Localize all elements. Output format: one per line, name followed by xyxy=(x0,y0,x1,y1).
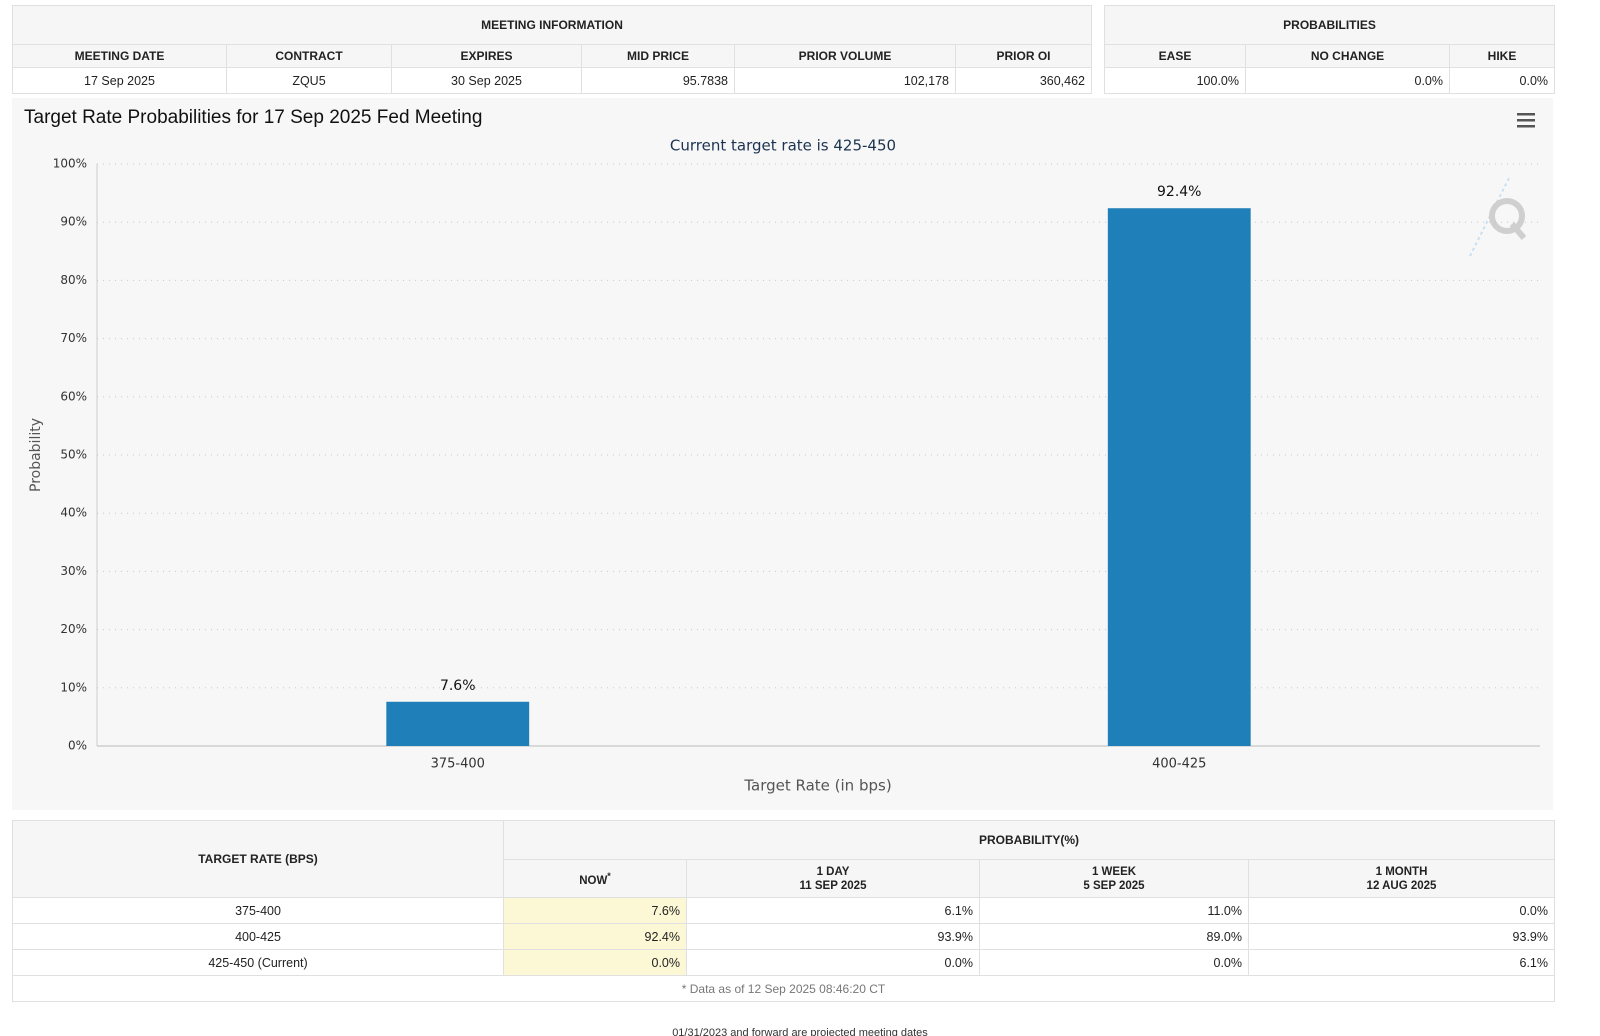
column-header: EXPIRES xyxy=(391,44,582,68)
y-tick-label: 30% xyxy=(60,564,87,578)
cell: 95.7838 xyxy=(581,67,735,94)
y-tick-label: 50% xyxy=(60,448,87,462)
cell: 0.0% xyxy=(503,949,687,976)
data-row: 375-400 7.6% 6.1% 11.0% 0.0% xyxy=(12,897,1555,924)
probabilities-table: PROBABILITIES EASE NO CHANGE HIKE 100.0% 0.0%… xyxy=(1103,5,1556,94)
cell: 102,178 xyxy=(734,67,956,94)
column-header: 1 DAY 11 SEP 2025 xyxy=(686,859,980,898)
title-row: MEETING INFORMATION xyxy=(12,5,1092,45)
column-label: 1 MONTH xyxy=(1375,865,1428,878)
cell: 6.1% xyxy=(686,897,980,924)
column-header: MID PRICE xyxy=(581,44,735,68)
header-row: TARGET RATE (BPS) PROBABILITY(%) xyxy=(12,820,1555,898)
column-date: 11 SEP 2025 xyxy=(799,879,867,892)
column-header: NO CHANGE xyxy=(1245,44,1450,68)
y-tick-label: 90% xyxy=(60,215,87,229)
x-tick-label: 400-425 xyxy=(1152,757,1206,772)
chart-panel: Target Rate Probabilities for 17 Sep 202… xyxy=(12,98,1553,810)
column-header: PROBABILITY(%) xyxy=(503,820,1555,860)
x-axis-label: Target Rate (in bps) xyxy=(743,777,891,795)
data-row: 400-425 92.4% 93.9% 89.0% 93.9% xyxy=(12,923,1555,950)
title-row: PROBABILITIES xyxy=(1103,5,1556,45)
cell: 0.0% xyxy=(686,949,980,976)
y-tick-label: 10% xyxy=(60,680,87,694)
column-header: 1 MONTH 12 AUG 2025 xyxy=(1248,859,1555,898)
data-row: 17 Sep 2025 ZQU5 30 Sep 2025 95.7838 102,178… xyxy=(12,67,1092,94)
x-tick-label: 375-400 xyxy=(431,757,485,772)
cell: 93.9% xyxy=(1248,923,1555,950)
menu-button[interactable] xyxy=(1515,112,1537,130)
bar xyxy=(1107,208,1251,746)
cell: 7.6% xyxy=(503,897,687,924)
table-title: PROBABILITIES xyxy=(1103,5,1556,45)
column-header: EASE xyxy=(1104,44,1246,68)
cell: 11.0% xyxy=(979,897,1249,924)
footer-note: 01/31/2023 and forward are projected mee… xyxy=(672,1027,928,1036)
cell: 400-425 xyxy=(12,923,504,950)
footnote: * Data as of 12 Sep 2025 08:46:20 CT xyxy=(12,975,1555,1002)
column-date: 5 SEP 2025 xyxy=(1083,879,1145,892)
table-title: MEETING INFORMATION xyxy=(12,5,1092,45)
footnote-row: * Data as of 12 Sep 2025 08:46:20 CT xyxy=(12,975,1555,1002)
bar xyxy=(386,701,530,746)
meeting-info-table: MEETING INFORMATION MEETING DATE CONTRACT E… xyxy=(12,5,1092,94)
cell: 0.0% xyxy=(979,949,1249,976)
cell: ZQU5 xyxy=(226,67,392,94)
cell: 375-400 xyxy=(12,897,504,924)
cell: 100.0% xyxy=(1104,67,1246,94)
subheader-row: NOW* 1 DAY 11 SEP 2025 1 WEEK 5 SEP 2025 1 MO… xyxy=(13,859,1555,898)
cell: 17 Sep 2025 xyxy=(12,67,227,94)
cell: 0.0% xyxy=(1245,67,1450,94)
column-header: 1 WEEK 5 SEP 2025 xyxy=(979,859,1249,898)
column-header: HIKE xyxy=(1448,44,1556,68)
cell: 92.4% xyxy=(503,923,687,950)
data-label: 92.4% xyxy=(1157,184,1201,200)
column-date: 12 AUG 2025 xyxy=(1366,879,1437,892)
chart: Target Rate Probabilities for 17 Sep 202… xyxy=(24,107,1540,795)
data-row: 100.0% 0.0% 0.0% xyxy=(1104,67,1556,94)
y-tick-label: 20% xyxy=(60,622,87,636)
y-tick-label: 80% xyxy=(60,273,87,287)
watermark xyxy=(1469,175,1527,257)
cell: 6.1% xyxy=(1248,949,1555,976)
header-row: MEETING DATE CONTRACT EXPIRES MID PRICE PRIO… xyxy=(12,44,1092,68)
chart-subtitle: Current target rate is 425-450 xyxy=(670,137,896,155)
column-header: TARGET RATE (BPS) xyxy=(12,820,504,898)
cell: 0.0% xyxy=(1448,67,1556,94)
column-header: CONTRACT xyxy=(226,44,392,68)
column-header: PRIOR OI xyxy=(955,44,1092,68)
cell: 0.0% xyxy=(1248,897,1555,924)
y-tick-label: 60% xyxy=(60,389,87,403)
chart-title: Target Rate Probabilities for 17 Sep 202… xyxy=(24,107,482,128)
column-label: 1 DAY xyxy=(816,865,850,878)
column-header: NOW* xyxy=(503,859,687,898)
y-tick-label: 100% xyxy=(53,157,87,171)
column-header: MEETING DATE xyxy=(12,44,227,68)
column-note: * xyxy=(607,871,611,882)
y-axis-label: Probability xyxy=(28,418,44,492)
probability-table: TARGET RATE (BPS) PROBABILITY(%) NOW* 1 DAY… xyxy=(12,820,1555,1002)
cell: 30 Sep 2025 xyxy=(391,67,582,94)
cell: 93.9% xyxy=(686,923,980,950)
cell: 360,462 xyxy=(955,67,1092,94)
column-label: NOW xyxy=(579,874,608,887)
header-row: EASE NO CHANGE HIKE xyxy=(1104,44,1556,68)
cell: 89.0% xyxy=(979,923,1249,950)
data-label: 7.6% xyxy=(440,678,476,694)
data-row: 425-450 (Current) 0.0% 0.0% 0.0% 6.1% xyxy=(12,949,1555,976)
y-tick-label: 40% xyxy=(60,506,87,520)
column-header: PRIOR VOLUME xyxy=(734,44,956,68)
y-tick-label: 0% xyxy=(68,739,87,753)
cell: 425-450 (Current) xyxy=(12,949,504,976)
column-label: 1 WEEK xyxy=(1091,865,1137,878)
y-tick-label: 70% xyxy=(60,331,87,345)
